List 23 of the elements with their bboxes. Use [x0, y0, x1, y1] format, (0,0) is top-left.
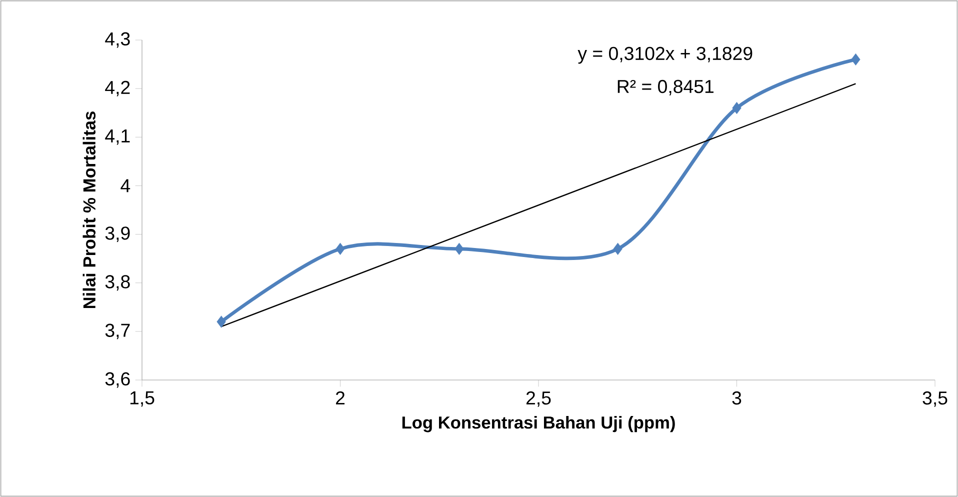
point [851, 53, 860, 66]
x-tick-label: 2 [336, 391, 345, 404]
y-tick-label: 3,7 [105, 324, 130, 340]
point [216, 316, 226, 328]
y-tick-label: 3,6 [105, 372, 130, 388]
annotation: R² = 0,8451 [618, 80, 714, 96]
y-tick-label: 4 [120, 179, 130, 192]
point [336, 242, 345, 255]
y-tick-label: 3,8 [105, 275, 130, 291]
x-axis-title: Log Konsentrasi Bahan Uji (ppm) [402, 416, 675, 432]
x-tick-label: 2,5 [526, 391, 551, 407]
y-tick-label: 4,3 [105, 32, 130, 48]
annotation: y = 0,3102x + 3,1829 [578, 46, 752, 64]
x-tick-label: 3,5 [922, 391, 948, 407]
point [732, 102, 742, 114]
x-tick-label: 3 [732, 391, 742, 405]
y-tick-label: 4,1 [105, 130, 130, 145]
y-axis-title: Nilai Probit % Mortalitas [82, 112, 96, 308]
x-tick-label: 1,5 [130, 391, 154, 407]
point [613, 242, 622, 255]
y-tick-label: 3,9 [105, 226, 130, 242]
y-tick-label: 4,2 [105, 80, 130, 96]
point [454, 242, 464, 255]
